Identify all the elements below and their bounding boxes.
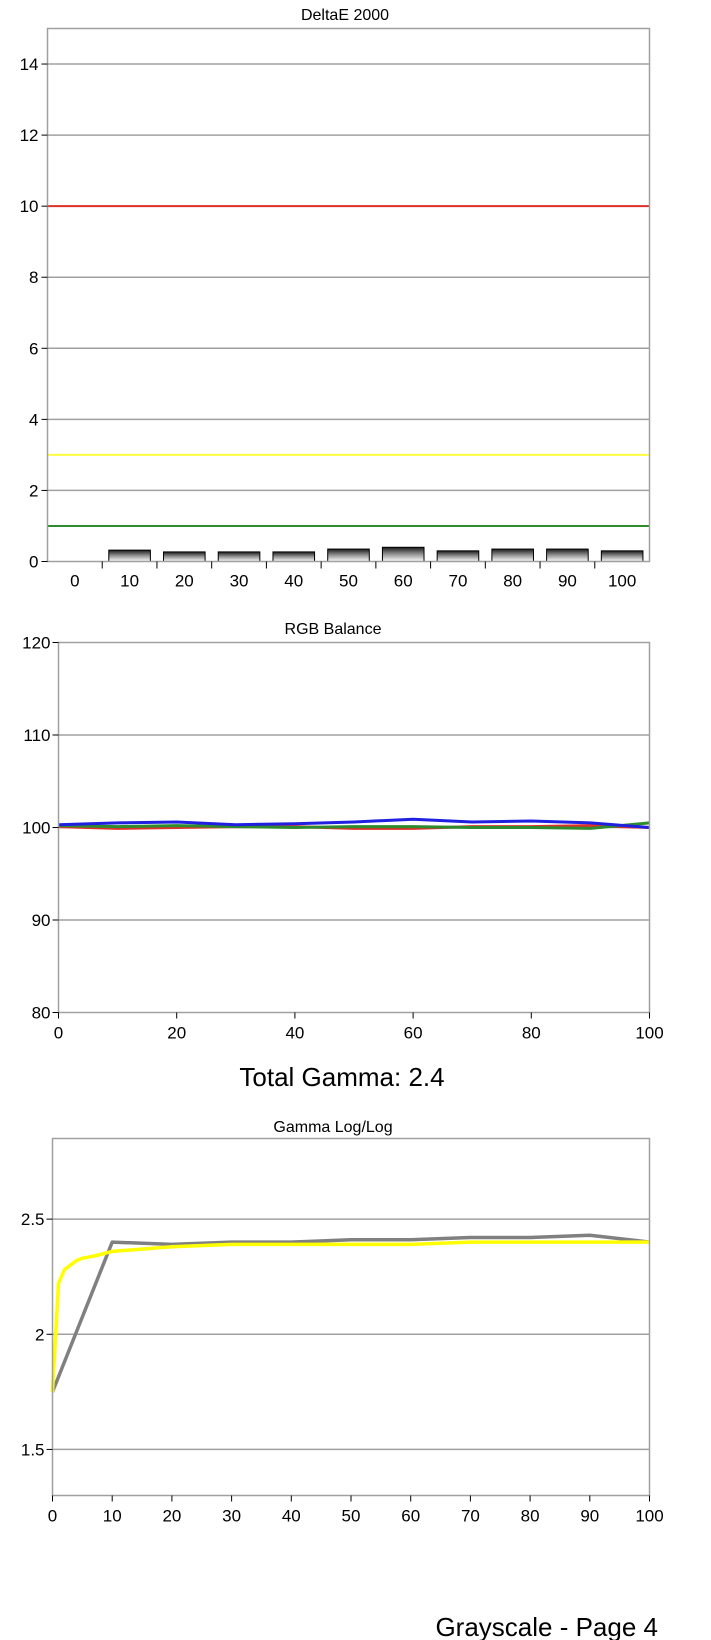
deltae-chart: DeltaE 2000 0 2 4 6 8 10 12 14 0 10 20 30 40 50 60 70 80…: [20, 7, 651, 591]
rgb-balance-y-tick-label: 90: [32, 911, 51, 930]
gamma-x-tick-label: 50: [342, 1507, 361, 1526]
gamma-x-tick-label: 80: [521, 1507, 540, 1526]
rgb-balance-y-tick-label: 100: [22, 819, 50, 838]
gamma-y-tick-label: 1.5: [21, 1440, 45, 1459]
deltae-x-tick-label: 30: [230, 572, 249, 591]
deltae-bar: [436, 550, 480, 563]
gamma-x-tick-label: 10: [103, 1507, 122, 1526]
gamma-x-tick-label: 70: [461, 1507, 480, 1526]
gamma-plot-frame: [51, 1137, 651, 1497]
deltae-y-tick-label: 0: [29, 553, 38, 572]
gamma-chart-title: Gamma Log/Log: [273, 1119, 392, 1136]
deltae-bar: [546, 548, 589, 563]
gamma-y-tick-label: 2.5: [21, 1210, 45, 1229]
rgb-balance-series-line: [58, 821, 650, 830]
rgb-balance-chart-title: RGB Balance: [285, 621, 382, 638]
gamma-x-tick-label: 20: [162, 1507, 181, 1526]
rgb-balance-series-line: [58, 817, 650, 829]
deltae-bar: [491, 548, 534, 563]
rgb-balance-chart: RGB Balance 80 90 100 110 120 0 20 40 60 80 100: [22, 621, 664, 1043]
rgb-balance-x-tick-label: 100: [635, 1024, 663, 1043]
deltae-chart-title: DeltaE 2000: [301, 7, 389, 24]
deltae-x-tick-label: 10: [120, 572, 139, 591]
deltae-y-tick-label: 4: [29, 410, 38, 429]
deltae-x-tick-label: 100: [608, 572, 636, 591]
rgb-balance-y-tick-label: 80: [32, 1004, 51, 1023]
gamma-x-tick-label: 100: [635, 1507, 663, 1526]
gamma-x-tick-label: 60: [401, 1507, 420, 1526]
deltae-x-tick-label: 50: [339, 572, 358, 591]
deltae-y-tick-label: 6: [29, 339, 38, 358]
gamma-series-line: [50, 1240, 650, 1392]
deltae-x-tick-label: 60: [394, 572, 413, 591]
rgb-balance-x-tick-label: 60: [404, 1024, 423, 1043]
deltae-bar: [217, 551, 261, 563]
deltae-x-tick-label: 80: [503, 572, 522, 591]
deltae-y-tick-label: 10: [20, 197, 39, 216]
deltae-bar: [272, 551, 316, 563]
deltae-bar: [600, 550, 644, 563]
deltae-x-tick-label: 90: [558, 572, 577, 591]
deltae-y-tick-label: 8: [29, 268, 38, 287]
deltae-bar: [108, 549, 151, 562]
gamma-x-tick-label: 30: [222, 1507, 241, 1526]
deltae-x-tick-label: 0: [70, 572, 79, 591]
deltae-bar: [381, 546, 425, 563]
deltae-bar: [163, 551, 206, 563]
gamma-x-tick-label: 40: [282, 1507, 301, 1526]
rgb-balance-y-tick-label: 110: [23, 726, 50, 745]
gamma-y-tick-label: 2: [35, 1325, 44, 1344]
rgb-balance-x-tick-label: 40: [285, 1024, 304, 1043]
gamma-chart: Total Gamma: 2.4 Gamma Log/Log 1.5 2 2.5 0 1…: [21, 1062, 664, 1526]
deltae-plot-frame: [46, 27, 651, 563]
deltae-x-tick-label: 70: [448, 572, 467, 591]
deltae-y-tick-label: 14: [20, 55, 39, 74]
deltae-y-tick-label: 2: [29, 481, 38, 500]
gamma-x-tick-label: 0: [48, 1507, 57, 1526]
gamma-x-tick-label: 90: [580, 1507, 599, 1526]
rgb-balance-x-tick-label: 80: [522, 1024, 541, 1043]
deltae-bar: [327, 548, 370, 563]
rgb-balance-x-tick-label: 0: [54, 1024, 63, 1043]
rgb-balance-x-tick-label: 20: [167, 1024, 186, 1043]
page-footer-label: Grayscale - Page 4: [435, 1612, 658, 1640]
total-gamma-heading: Total Gamma: 2.4: [239, 1062, 444, 1092]
deltae-x-tick-label: 40: [284, 572, 303, 591]
rgb-balance-y-tick-label: 120: [22, 634, 50, 653]
deltae-y-tick-label: 12: [20, 126, 39, 145]
rgb-balance-series-line: [58, 824, 650, 830]
deltae-x-tick-label: 20: [175, 572, 194, 591]
gamma-series-line: [50, 1233, 650, 1393]
